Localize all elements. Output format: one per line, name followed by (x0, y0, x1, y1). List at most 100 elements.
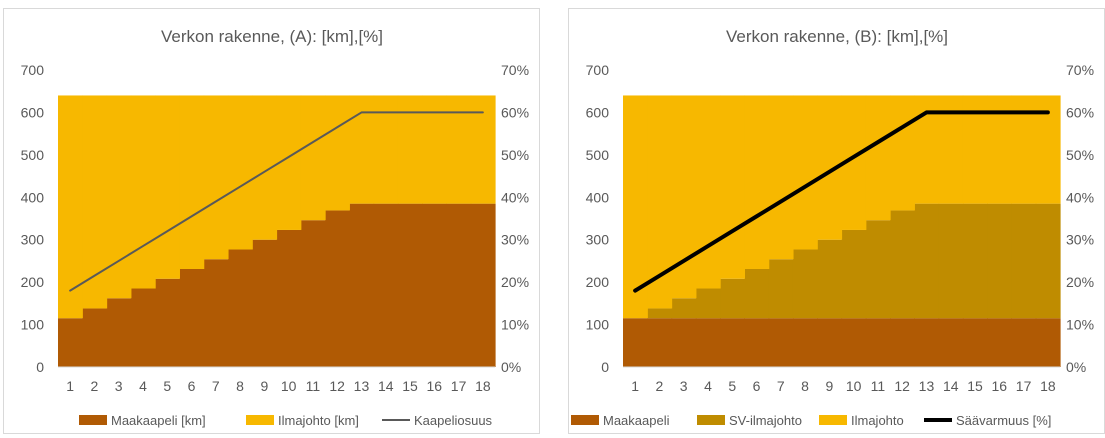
y2-tick-label: 60% (1066, 104, 1094, 120)
legend-marker (571, 415, 599, 425)
area-segment-1 (647, 318, 673, 367)
area-segment-1 (470, 203, 496, 367)
y2-tick-label: 50% (1066, 147, 1094, 163)
area-segment-3 (865, 95, 891, 221)
y2-tick-label: 0% (1066, 359, 1086, 375)
y2-tick-label: 40% (501, 189, 529, 205)
area-segment-1 (1011, 318, 1037, 367)
y-tick-label: 300 (21, 232, 45, 248)
legend-label: Ilmajohto [km] (278, 413, 359, 428)
area-segment-2 (938, 203, 964, 319)
area-segment-2 (252, 95, 278, 240)
x-tick-label: 13 (919, 378, 935, 394)
x-tick-label: 11 (871, 378, 886, 394)
legend-label: Maakaapeli (603, 413, 670, 428)
x-tick-label: 15 (967, 378, 983, 394)
x-tick-label: 6 (753, 378, 761, 394)
area-segment-1 (987, 318, 1013, 367)
area-segment-1 (890, 318, 915, 367)
chart-title: Verkon rakenne, (B): [km],[%] (726, 27, 948, 46)
x-tick-label: 1 (631, 378, 639, 394)
y-tick-label: 300 (586, 232, 610, 248)
area-segment-1 (962, 318, 988, 367)
y-tick-label: 600 (21, 104, 45, 120)
legend-marker (819, 415, 847, 425)
area-segment-1 (82, 308, 108, 367)
y2-tick-label: 30% (501, 232, 529, 248)
area-segment-2 (987, 203, 1013, 319)
area-segment-2 (203, 95, 229, 260)
area-segment-2 (744, 268, 770, 319)
line-series-4 (633, 110, 1050, 293)
area-segment-3 (623, 95, 648, 319)
y-tick-label: 500 (21, 147, 45, 163)
area-segment-2 (300, 95, 326, 221)
x-tick-label: 14 (943, 378, 959, 394)
chart-svg-b: Verkon rakenne, (B): [km],[%] 0 100 200 300 4… (571, 27, 1094, 428)
area-segment-2 (130, 95, 156, 289)
legend-label: Ilmajohto (851, 413, 904, 428)
area-segment-1 (179, 268, 205, 367)
area-segment-1 (203, 259, 229, 367)
x-tick-label: 14 (378, 378, 394, 394)
y-tick-label: 400 (21, 189, 45, 205)
area-segment-1 (446, 203, 472, 367)
area-segment-3 (695, 95, 721, 289)
x-tick-label: 16 (427, 378, 443, 394)
area-segment-1 (841, 318, 867, 367)
area-segment-1 (106, 298, 132, 367)
area-segment-2 (962, 203, 988, 319)
y-tick-label: 200 (21, 274, 45, 290)
chart-panel-b: Verkon rakenne, (B): [km],[%] 0 100 200 300 4… (568, 8, 1105, 434)
x-tick-label: 7 (212, 378, 220, 394)
x-tick-label: 18 (475, 378, 491, 394)
y-tick-label: 0 (36, 359, 44, 375)
x-tick-label: 9 (825, 378, 833, 394)
area-segment-1 (325, 210, 350, 367)
legend-label: SV-ilmajohto (729, 413, 802, 428)
y-tick-label: 100 (586, 317, 610, 333)
x-tick-label: 8 (801, 378, 809, 394)
area-segment-1 (130, 288, 156, 367)
area-segment-1 (300, 220, 326, 367)
x-tick-label: 9 (260, 378, 268, 394)
area-segment-1 (276, 229, 302, 367)
area-segment-1 (938, 318, 964, 367)
area-segment-1 (865, 318, 891, 367)
area-segment-2 (841, 229, 867, 319)
area-segment-1 (720, 318, 745, 367)
area-segment-2 (397, 95, 423, 204)
area-segment-3 (890, 95, 915, 211)
area-segment-1 (373, 203, 399, 367)
y-tick-label: 700 (21, 62, 45, 78)
area-segment-2 (817, 239, 843, 319)
area-segment-1 (623, 318, 648, 367)
y-tick-label: 0 (601, 359, 609, 375)
y2-tick-label: 20% (1066, 274, 1094, 290)
x-tick-label: 11 (306, 378, 321, 394)
x-tick-label: 4 (704, 378, 712, 394)
chart-svg-a: Verkon rakenne, (A): [km],[%] 0 100 200 300 4… (21, 27, 529, 428)
legend-label: Säävarmuus [%] (956, 413, 1051, 428)
chart-title: Verkon rakenne, (A): [km],[%] (161, 27, 383, 46)
area-segment-2 (647, 308, 673, 319)
x-tick-label: 1 (66, 378, 74, 394)
area-segment-2 (58, 95, 83, 319)
chart-panel-a: Verkon rakenne, (A): [km],[%] 0 100 200 300 4… (3, 8, 540, 434)
y2-tick-label: 70% (1066, 62, 1094, 78)
y2-tick-label: 30% (1066, 232, 1094, 248)
area-segment-1 (155, 278, 180, 367)
y2-tick-label: 70% (501, 62, 529, 78)
area-segment-1 (422, 203, 448, 367)
y2-tick-label: 0% (501, 359, 521, 375)
area-segment-3 (792, 95, 818, 250)
area-segment-1 (349, 203, 375, 367)
x-tick-label: 10 (281, 378, 297, 394)
area-segment-2 (373, 95, 399, 204)
x-tick-label: 5 (163, 378, 171, 394)
area-segment-3 (720, 95, 745, 279)
y2-tick-label: 40% (1066, 189, 1094, 205)
legend-label: Maakaapeli [km] (111, 413, 206, 428)
y-tick-label: 100 (21, 317, 45, 333)
area-segment-2 (446, 95, 472, 204)
